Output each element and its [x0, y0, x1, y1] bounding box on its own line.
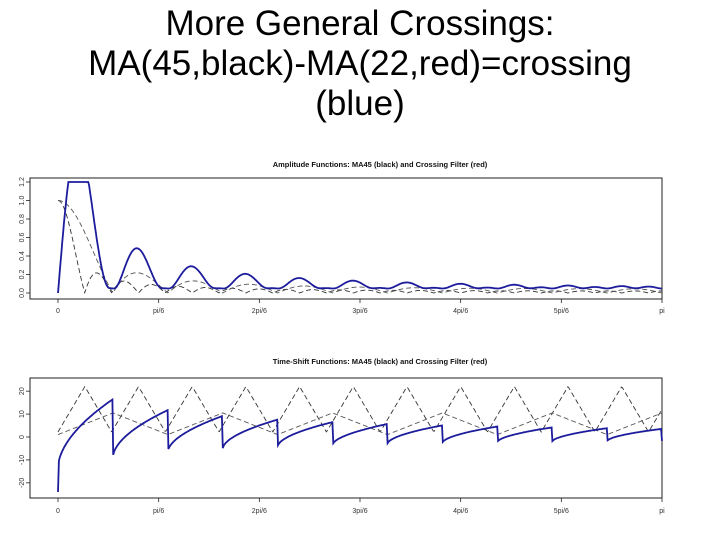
x-tick-label: pi/6	[153, 308, 164, 315]
y-tick-label: 1.0	[19, 196, 26, 206]
slide-title-line-3: (blue)	[315, 84, 405, 123]
y-tick-label: 0.0	[19, 288, 26, 298]
x-tick-label: 4pi/6	[453, 508, 468, 515]
y-tick-label: 20	[19, 387, 26, 395]
plot-frame	[29, 177, 663, 300]
y-tick-label: -20	[19, 478, 26, 488]
x-tick-label: pi/6	[153, 508, 164, 515]
x-tick-label: 5pi/6	[554, 508, 569, 515]
series-line-2	[57, 412, 663, 436]
y-tick-label: 0.4	[19, 251, 26, 261]
y-tick-label: 0.2	[19, 270, 26, 280]
series-line-3	[57, 398, 663, 493]
series-line-4	[57, 181, 662, 294]
x-tick-label: 3pi/6	[352, 508, 367, 515]
x-tick-label: 0	[56, 308, 60, 315]
y-tick-label: -10	[19, 455, 26, 465]
series-line-4	[57, 397, 663, 493]
slide-title-line-1: More General Crossings:	[165, 4, 555, 43]
chart-title: Amplitude Functions: MA45 (black) and Cr…	[273, 160, 488, 169]
x-tick-label: 0	[56, 508, 60, 515]
x-tick-label: 5pi/6	[554, 308, 569, 315]
x-tick-label: pi	[659, 508, 665, 515]
x-tick-label: 2pi/6	[252, 308, 267, 315]
y-tick-label: 0	[19, 435, 26, 439]
slide-title: More General Crossings: MA(45,black)-MA(…	[0, 4, 720, 124]
y-tick-label: 1.2	[19, 177, 26, 187]
x-tick-label: 3pi/6	[352, 308, 367, 315]
series-line-3	[57, 181, 662, 294]
series-line-1	[57, 385, 663, 433]
y-tick-label: 10	[19, 410, 26, 418]
chart-panel-2: Time-Shift Functions: MA45 (black) and C…	[19, 357, 665, 515]
series-line-2	[58, 200, 663, 294]
y-tick-label: 0.6	[19, 233, 26, 243]
y-tick-label: 0.8	[19, 214, 26, 224]
series-line-1	[57, 200, 663, 295]
x-tick-label: 4pi/6	[453, 308, 468, 315]
chart-title: Time-Shift Functions: MA45 (black) and C…	[273, 357, 488, 366]
x-tick-label: pi	[659, 308, 665, 315]
slide-title-line-2: MA(45,black)-MA(22,red)=crossing	[88, 44, 632, 83]
charts-canvas: Amplitude Functions: MA45 (black) and Cr…	[19, 160, 665, 515]
chart-panel-1: Amplitude Functions: MA45 (black) and Cr…	[19, 160, 665, 315]
x-tick-label: 2pi/6	[252, 508, 267, 515]
